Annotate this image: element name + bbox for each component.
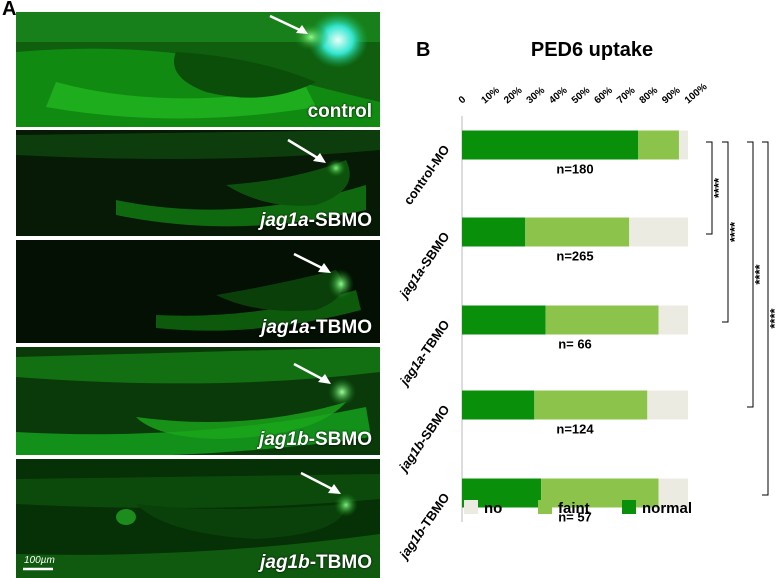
x-tick-label: 20% xyxy=(502,85,524,106)
x-tick-label: 50% xyxy=(570,85,592,106)
legend-label-normal: normal xyxy=(642,500,692,517)
image-label-jag1b-tbmo: jag1b-TBMO xyxy=(260,552,372,573)
n-label: n= 57 xyxy=(558,510,592,525)
bar-segment-faint xyxy=(545,305,659,335)
n-label: n=180 xyxy=(556,162,593,177)
chart-canvas: B PED6 uptake 0 10% 20% 30% 40% 50% 60% 70% 80% 90%… xyxy=(395,39,782,563)
micrograph-jag1a-tbmo-graphic xyxy=(16,240,380,343)
legend-swatch-normal xyxy=(622,500,636,514)
arrow-pointer xyxy=(293,362,327,383)
significance-bracket xyxy=(722,141,729,323)
significance-label: **** xyxy=(727,221,742,242)
bar-segment-faint xyxy=(534,390,648,420)
bar-segment-faint xyxy=(638,130,679,160)
n-label: n=124 xyxy=(556,422,594,437)
x-tick-label: 90% xyxy=(660,85,682,106)
x-tick-label: 30% xyxy=(525,85,547,106)
fluorescence-image-panel: control jag1a-SBMO jag1a-TBMO xyxy=(16,12,380,578)
x-tick-label: 80% xyxy=(638,85,660,106)
significance-bracket xyxy=(747,141,754,408)
bar-segment-normal xyxy=(462,130,639,160)
micrograph-jag1a-sbmo-graphic xyxy=(16,130,380,236)
bar-segment-normal xyxy=(462,305,546,335)
micrograph-control: control xyxy=(16,12,380,127)
micrograph-jag1b-sbmo: jag1b-SBMO xyxy=(16,347,380,455)
bar-segment-normal xyxy=(462,217,526,247)
arrow-pointer xyxy=(293,252,327,272)
x-tick-label: 60% xyxy=(592,85,614,106)
image-label-jag1b-sbmo: jag1b-SBMO xyxy=(259,429,372,450)
significance-bracket xyxy=(762,141,769,496)
arrow-pointer xyxy=(269,14,305,34)
micrograph-jag1b-tbmo-graphic xyxy=(16,459,380,578)
arrow-pointer xyxy=(300,471,337,493)
arrow-pointer xyxy=(287,138,322,162)
legend-label-no: no xyxy=(484,500,502,517)
panel-b-letter: B xyxy=(416,39,430,61)
significance-label: **** xyxy=(767,307,782,328)
image-label-jag1a-tbmo: jag1a-TBMO xyxy=(261,317,372,338)
chart-title: PED6 uptake xyxy=(531,39,653,61)
image-label-control: control xyxy=(307,101,372,122)
bar-segment-no xyxy=(658,478,688,508)
ped6-uptake-chart: B PED6 uptake 0 10% 20% 30% 40% 50% 60% 70% 80% 90%… xyxy=(380,0,782,578)
x-tick-label: 40% xyxy=(547,85,569,106)
category-label: jag1b-SBMO xyxy=(395,402,453,476)
bar-segment-normal xyxy=(462,390,535,420)
x-tick-label: 70% xyxy=(615,85,637,106)
micrograph-jag1a-tbmo: jag1a-TBMO xyxy=(16,240,380,343)
bar-segment-no xyxy=(647,390,688,420)
micrograph-jag1b-tbmo: 100µm jag1b-TBMO xyxy=(16,459,380,578)
category-label: jag1a-SBMO xyxy=(395,229,452,302)
scale-bar-label: 100µm xyxy=(24,555,55,566)
legend-swatch-faint xyxy=(538,500,552,514)
x-tick-label: 0 xyxy=(457,94,469,106)
category-label: jag1b-TBMO xyxy=(395,490,452,563)
micrograph-control-graphic xyxy=(16,12,380,127)
micrograph-jag1a-sbmo: jag1a-SBMO xyxy=(16,130,380,236)
image-label-jag1a-sbmo: jag1a-SBMO xyxy=(260,210,372,231)
bar-segment-no xyxy=(658,305,688,335)
n-label: n= 66 xyxy=(558,337,592,352)
significance-label: **** xyxy=(752,263,767,284)
significance-label: **** xyxy=(711,177,726,198)
n-label: n=265 xyxy=(556,249,593,264)
significance-bracket xyxy=(706,141,713,235)
micrograph-jag1b-sbmo-graphic xyxy=(16,347,380,455)
legend-swatch-no xyxy=(464,500,478,514)
x-tick-label: 100% xyxy=(683,81,710,106)
bar-segment-no xyxy=(678,130,688,160)
category-label: control-MO xyxy=(400,142,452,207)
legend-label-faint: faint xyxy=(558,500,590,517)
bar-segment-faint xyxy=(525,217,630,247)
x-tick-label: 10% xyxy=(479,85,501,106)
bar-segment-faint xyxy=(541,478,659,508)
bar-segment-no xyxy=(629,217,688,247)
category-label: jag1a-TBMO xyxy=(396,317,453,389)
panel-a-letter: A xyxy=(2,0,17,20)
